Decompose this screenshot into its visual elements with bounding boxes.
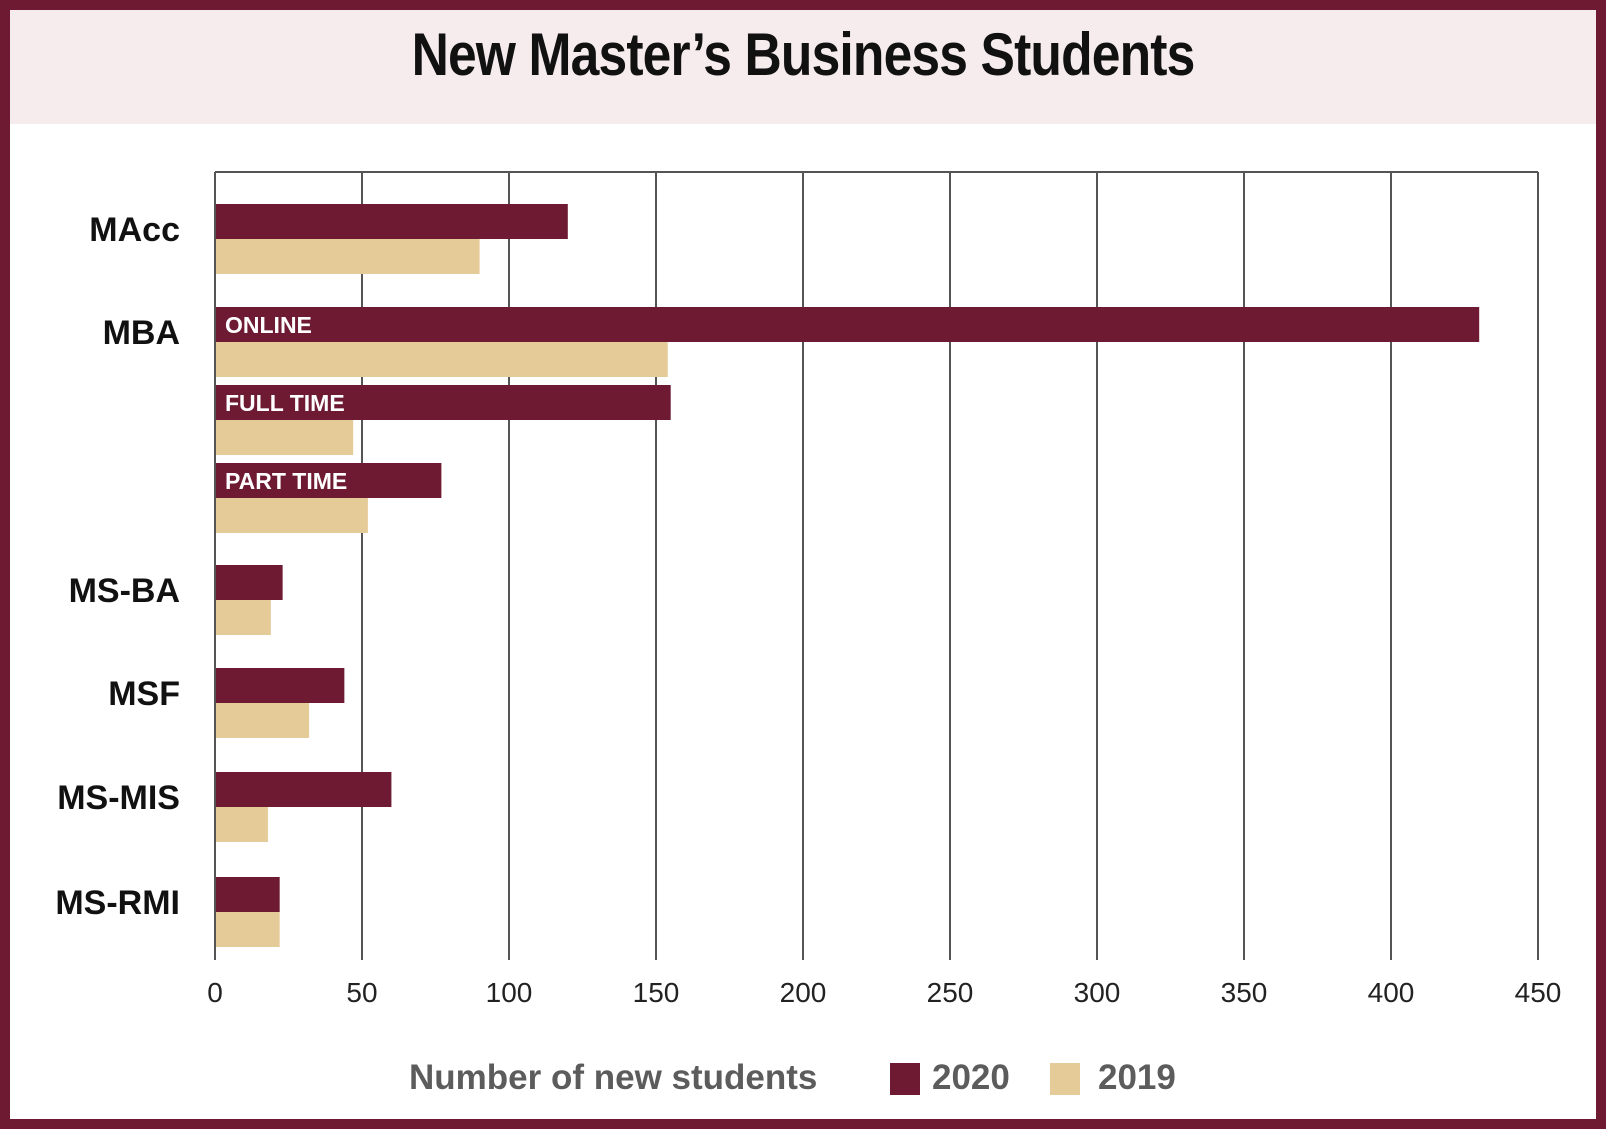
legend-title: Number of new students <box>409 1058 818 1097</box>
grid-lines <box>214 171 1539 960</box>
category-label: MS-BA <box>69 572 180 610</box>
labels: 0 50 100 150 200 250 300 350 400 450 MAcc MBA ONLINE… <box>55 172 1561 1008</box>
x-tick-label: 50 <box>346 977 377 1008</box>
x-tick-label: 100 <box>486 977 533 1008</box>
bar-2020 <box>215 565 283 600</box>
x-tick-label: 450 <box>1515 977 1562 1008</box>
legend-swatch-2020 <box>890 1063 920 1095</box>
x-tick-label: 150 <box>633 977 680 1008</box>
category-label: MS-MIS <box>57 779 180 817</box>
bar-2020 <box>215 668 345 703</box>
category-label: MBA <box>103 314 180 352</box>
bar-2019 <box>215 703 310 738</box>
bar-2019 <box>215 600 271 635</box>
legend-swatch-2019 <box>1050 1063 1080 1095</box>
bar-2019 <box>215 239 480 274</box>
bar-2020 <box>215 385 671 420</box>
bar-sublabel: FULL TIME <box>225 390 345 416</box>
x-tick-label: 300 <box>1074 977 1121 1008</box>
x-tick-label: 400 <box>1368 977 1415 1008</box>
bar-2019 <box>215 420 354 455</box>
legend: Number of new students 2020 2019 <box>0 1058 1606 1108</box>
category-label: MS-RMI <box>55 884 180 922</box>
category-label: MAcc <box>89 211 180 249</box>
category-label: MSF <box>108 675 180 713</box>
legend-label-2020: 2020 <box>932 1058 1010 1097</box>
bar-2019 <box>215 807 268 842</box>
page-title: New Master’s Business Students <box>411 21 1196 88</box>
bar-2020 <box>215 772 392 807</box>
x-tick-label: 250 <box>927 977 974 1008</box>
bar-2020 <box>215 307 1480 342</box>
header-band <box>10 10 1596 124</box>
bar-2020 <box>215 877 280 912</box>
legend-label-2019: 2019 <box>1098 1058 1176 1097</box>
bar-sublabel: PART TIME <box>225 468 347 494</box>
bars <box>215 204 1480 947</box>
bar-2019 <box>215 342 668 377</box>
bar-2019 <box>215 912 280 947</box>
bar-2019 <box>215 498 368 533</box>
x-tick-label: 350 <box>1221 977 1268 1008</box>
x-tick-label: 200 <box>780 977 827 1008</box>
bar-sublabel: ONLINE <box>225 312 312 338</box>
bar-2020 <box>215 463 442 498</box>
bar-2020 <box>215 204 568 239</box>
x-tick-label: 0 <box>207 977 223 1008</box>
